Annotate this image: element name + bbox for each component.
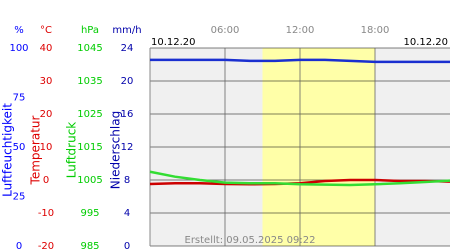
end-date: 10.12.20 bbox=[403, 37, 448, 48]
y-tick-label: 24 bbox=[121, 43, 134, 54]
y-tick-label: 985 bbox=[80, 241, 99, 250]
y-tick-label: 0 bbox=[43, 175, 49, 186]
y-tick-label: 40 bbox=[40, 43, 53, 54]
y-tick-label: -20 bbox=[38, 241, 54, 250]
x-tick-label: 06:00 bbox=[211, 25, 240, 36]
y-tick-label: 20 bbox=[40, 109, 53, 120]
y-tick-label: 0 bbox=[16, 241, 22, 250]
data-line bbox=[149, 170, 450, 187]
axis-title: Temperatur bbox=[29, 115, 43, 185]
y-tick-label: 1045 bbox=[77, 43, 102, 54]
axis-unit: mm/h bbox=[112, 25, 141, 36]
footer: Erstellt: 09.05.2025 09:22 bbox=[185, 235, 316, 246]
y-tick-label: -10 bbox=[38, 208, 54, 219]
data-line bbox=[150, 58, 450, 64]
y-tick-label: 995 bbox=[80, 208, 99, 219]
y-tick-label: 1025 bbox=[77, 109, 102, 120]
y-tick-label: 0 bbox=[124, 241, 130, 250]
axis-title: Luftdruck bbox=[65, 122, 79, 179]
x-tick-label: 12:00 bbox=[286, 25, 315, 36]
x-tick-label: 18:00 bbox=[361, 25, 390, 36]
y-tick-label: 20 bbox=[121, 76, 134, 87]
y-tick-label: 50 bbox=[13, 142, 26, 153]
axis-unit: % bbox=[14, 25, 24, 36]
y-tick-label: 4 bbox=[124, 208, 130, 219]
axis-unit: °C bbox=[40, 25, 52, 36]
y-tick-label: 30 bbox=[40, 76, 53, 87]
y-tick-label: 1005 bbox=[77, 175, 102, 186]
y-tick-label: 10 bbox=[40, 142, 53, 153]
y-tick-label: 25 bbox=[13, 192, 26, 203]
start-date: 10.12.20 bbox=[151, 37, 196, 48]
axis-unit: hPa bbox=[81, 25, 99, 36]
y-tick-label: 8 bbox=[124, 175, 130, 186]
y-tick-label: 75 bbox=[13, 93, 26, 104]
y-tick-label: 1015 bbox=[77, 142, 102, 153]
y-tick-label: 1035 bbox=[77, 76, 102, 87]
y-tick-label: 16 bbox=[121, 109, 134, 120]
axis-title: Luftfeuchtigkeit bbox=[1, 103, 15, 197]
y-tick-label: 12 bbox=[121, 142, 134, 153]
axis-title: Niederschlag bbox=[109, 111, 123, 189]
y-tick-label: 100 bbox=[9, 43, 28, 54]
